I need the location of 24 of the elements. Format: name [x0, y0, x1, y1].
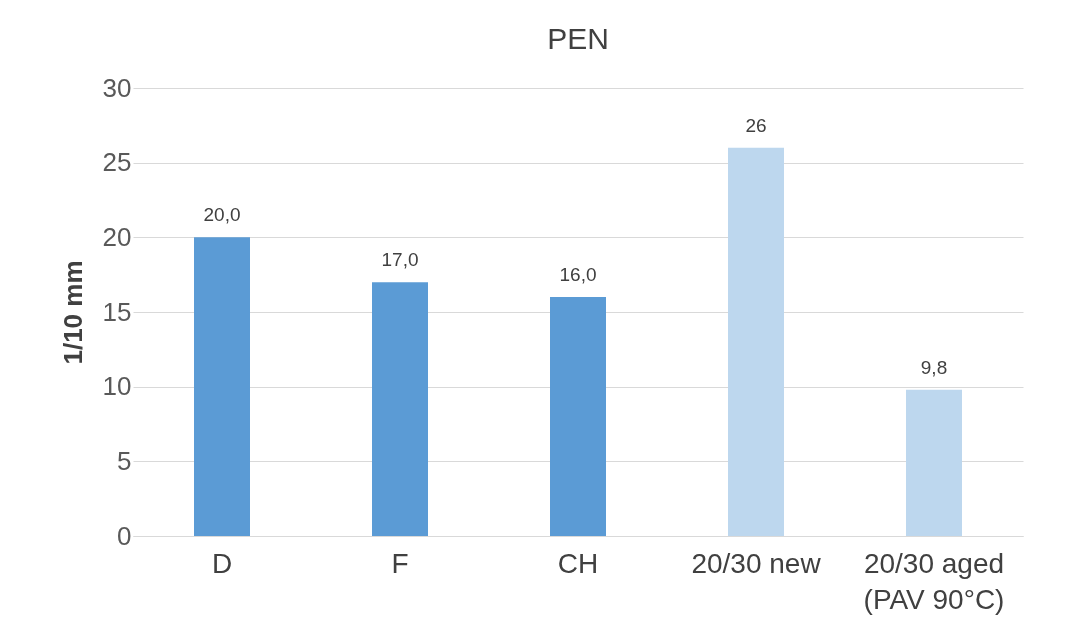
data-label: 16,0 — [559, 264, 597, 286]
chart-title: PEN — [547, 22, 609, 55]
x-tick-label: F — [391, 547, 409, 579]
y-tick-label: 10 — [102, 371, 132, 402]
x-tick-label: CH — [557, 547, 599, 579]
y-tick-label: 5 — [117, 445, 132, 476]
bar — [194, 237, 250, 536]
bar — [372, 282, 428, 536]
bar — [906, 389, 962, 536]
bar — [728, 147, 784, 536]
data-label: 26 — [745, 114, 767, 136]
y-tick-label: 0 — [117, 520, 132, 551]
data-label: 20,0 — [203, 204, 241, 226]
bar — [550, 297, 606, 536]
data-label: 9,8 — [920, 356, 948, 378]
x-tick-label: D — [211, 547, 233, 579]
y-tick-label: 25 — [102, 147, 132, 178]
y-axis-title: 1/10 mm — [57, 260, 88, 365]
data-label: 17,0 — [381, 249, 419, 271]
y-tick-label: 15 — [102, 296, 132, 327]
y-tick-label: 20 — [102, 221, 132, 252]
x-tick-label: 20/30 new — [691, 547, 822, 579]
y-tick-label: 30 — [102, 72, 132, 103]
x-tick-label: 20/30 aged (PAV 90°C) — [863, 547, 1005, 615]
